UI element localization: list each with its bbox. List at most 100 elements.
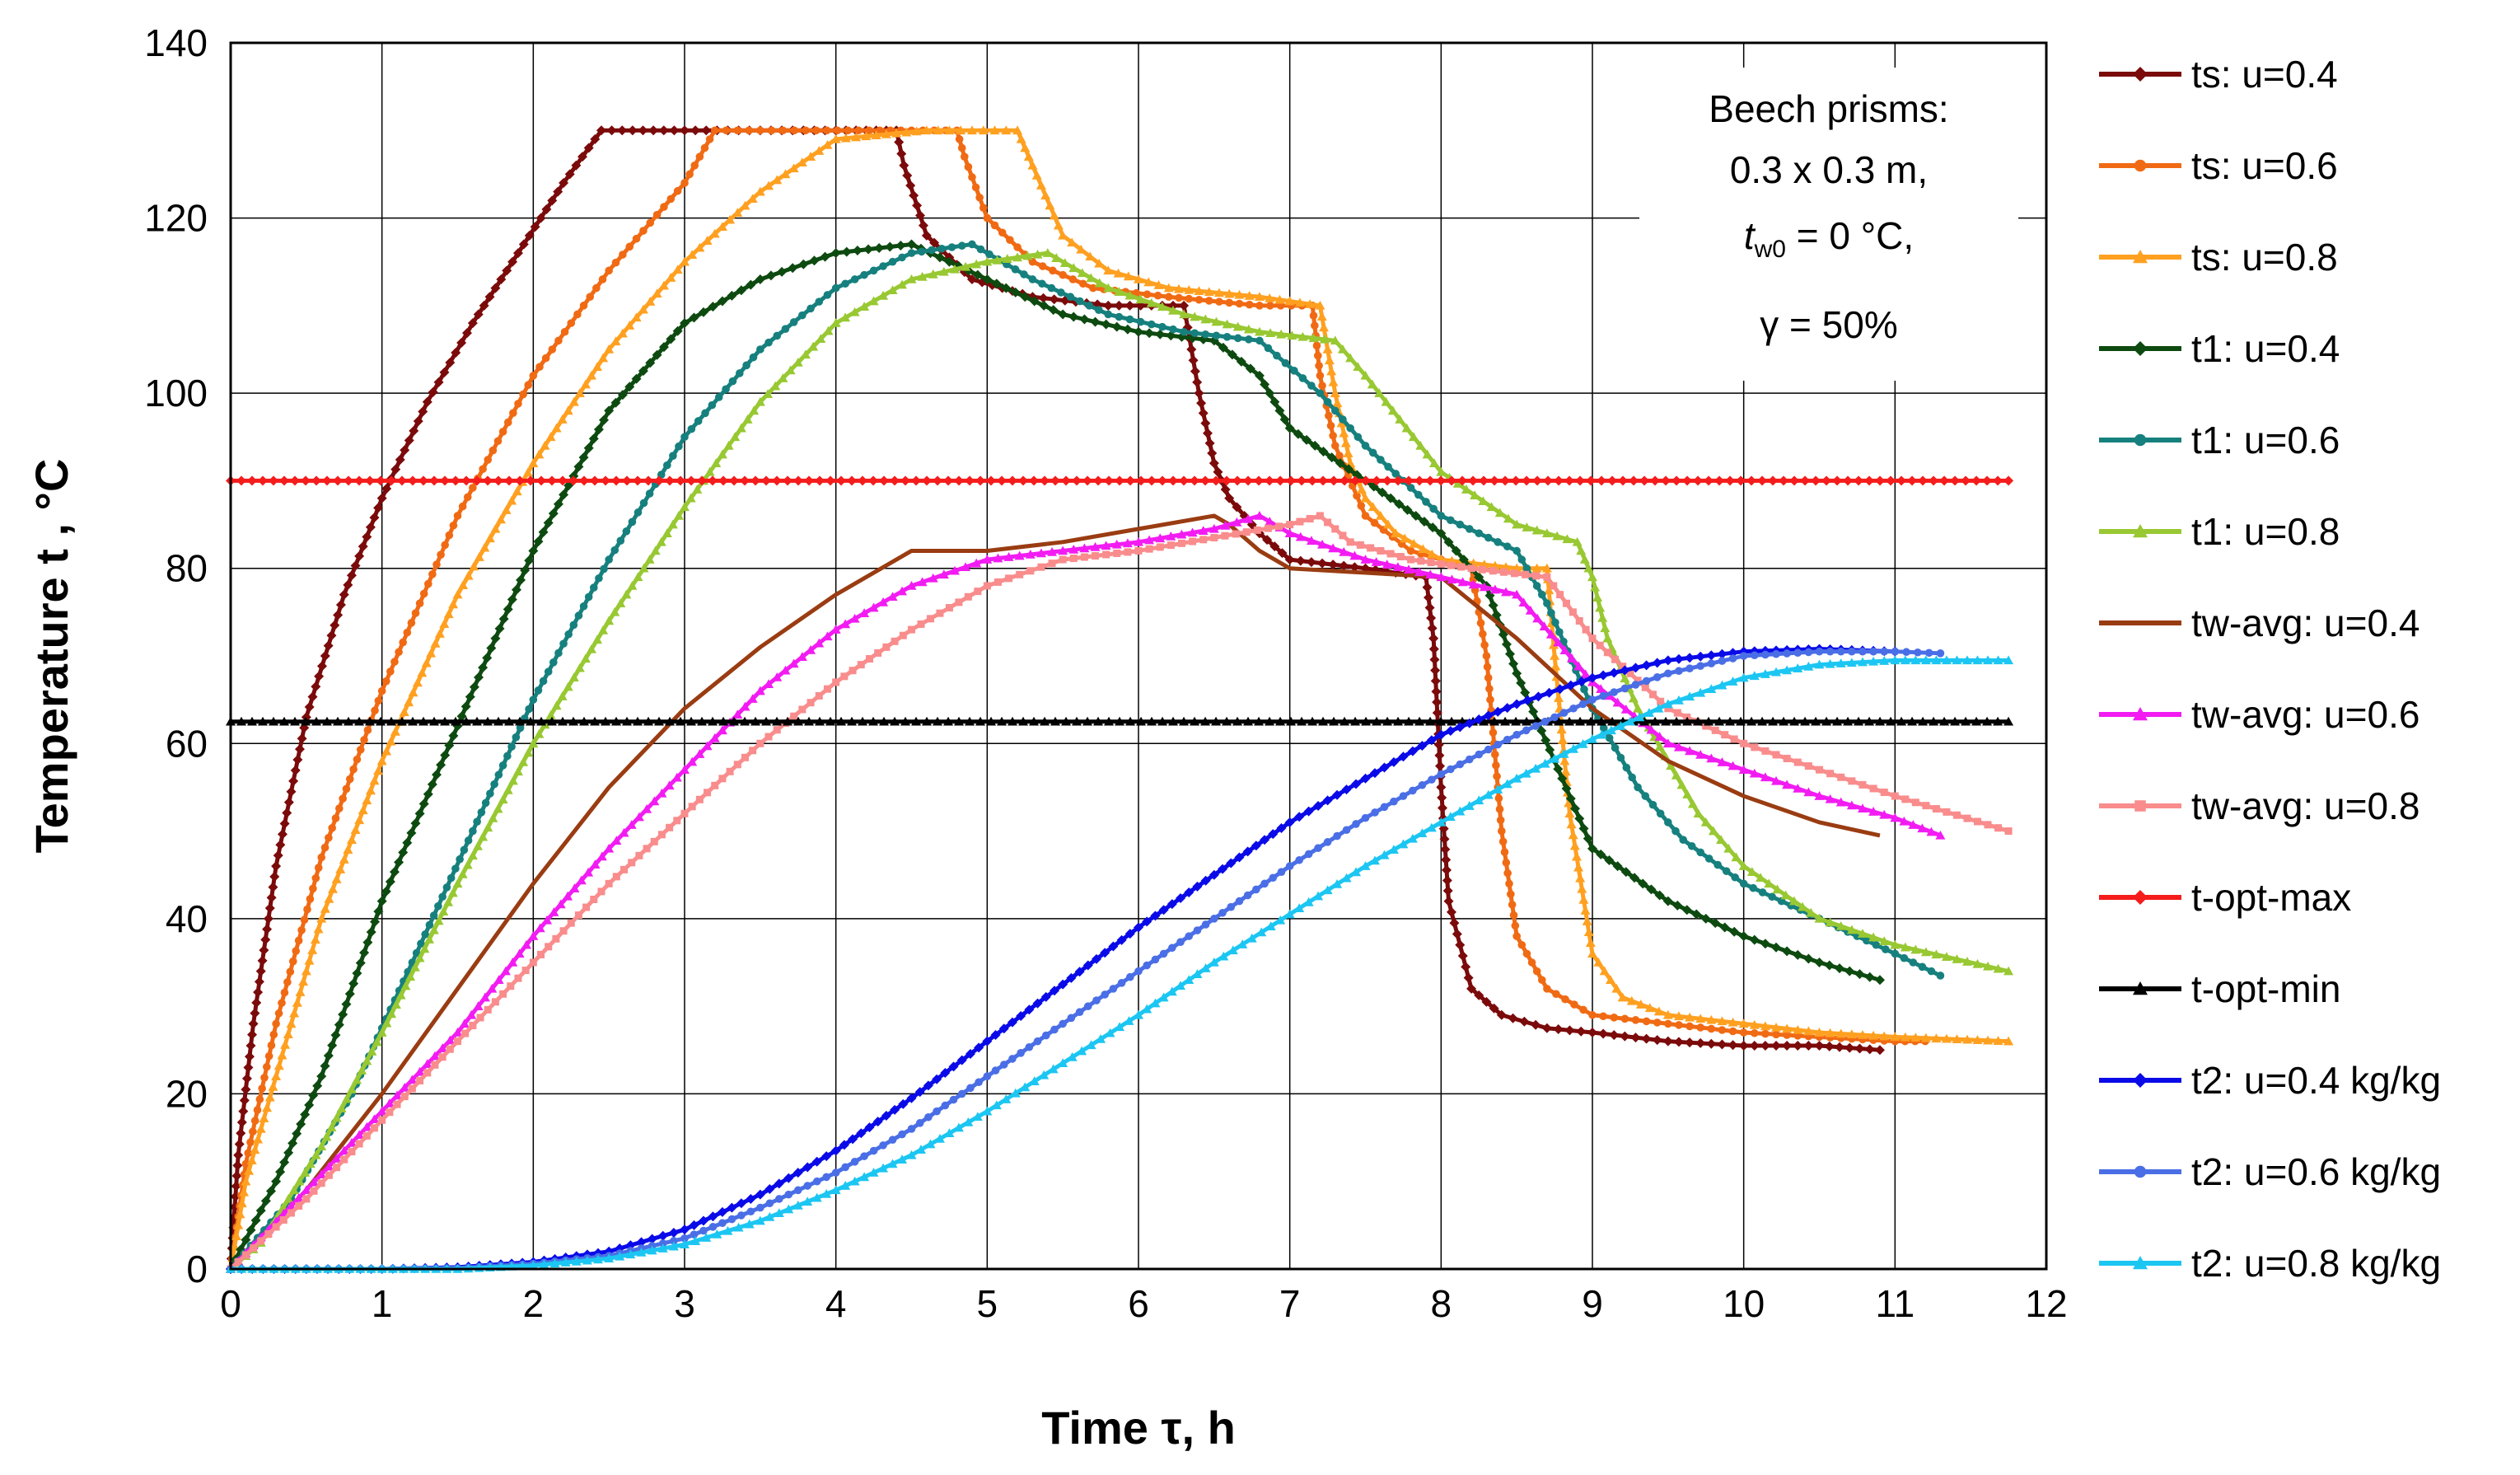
series-marker xyxy=(590,859,601,869)
series-marker xyxy=(1067,237,1078,247)
series-marker xyxy=(932,1074,942,1084)
series-marker xyxy=(840,312,851,322)
series-marker xyxy=(515,716,526,726)
series-marker xyxy=(1920,1032,1931,1042)
series-marker xyxy=(452,1028,463,1037)
series-marker xyxy=(708,400,717,410)
series-marker xyxy=(869,266,878,275)
series-marker xyxy=(1339,475,1350,486)
series-marker xyxy=(344,989,355,1000)
legend-label: ts: u=0.4 xyxy=(2191,53,2338,96)
series-marker xyxy=(1661,475,1671,486)
series-marker xyxy=(1354,433,1363,442)
series-marker xyxy=(1924,649,1933,658)
series-marker xyxy=(1198,408,1209,419)
series-marker xyxy=(1672,900,1683,911)
series-marker xyxy=(1685,1012,1695,1022)
series-marker xyxy=(340,1155,348,1164)
x-tick-label: 2 xyxy=(523,1282,545,1325)
series-marker xyxy=(362,795,372,805)
series-marker xyxy=(563,405,573,415)
series-marker xyxy=(1914,648,1922,657)
series-marker xyxy=(244,1165,255,1175)
series-marker xyxy=(443,897,454,906)
series-marker xyxy=(549,658,558,667)
series-marker xyxy=(1143,277,1154,287)
series-marker xyxy=(418,475,429,486)
series-marker xyxy=(1032,249,1043,259)
series-marker xyxy=(692,485,703,494)
series-marker xyxy=(1479,716,1489,726)
series-marker xyxy=(359,948,370,958)
series-marker xyxy=(1612,697,1623,707)
series-marker xyxy=(644,555,655,564)
series-marker xyxy=(1615,721,1626,730)
series-marker xyxy=(1974,817,1982,826)
series-marker xyxy=(1353,362,1363,372)
series-marker xyxy=(328,824,336,832)
series-marker xyxy=(344,716,354,726)
series-marker xyxy=(1620,1031,1630,1042)
series-marker xyxy=(1706,753,1717,763)
series-marker xyxy=(1671,826,1680,836)
series-marker xyxy=(1379,850,1390,859)
series-marker xyxy=(246,1138,255,1147)
series-marker xyxy=(1704,716,1714,726)
series-marker xyxy=(972,1112,983,1121)
series-marker xyxy=(938,266,949,276)
series-marker xyxy=(1254,370,1265,381)
legend-label: ts: u=0.6 xyxy=(2191,144,2338,187)
series-marker xyxy=(1008,1055,1017,1063)
series-marker xyxy=(493,475,504,486)
series-marker xyxy=(1124,1016,1134,1025)
series-marker xyxy=(1971,475,1982,486)
series-marker xyxy=(1429,654,1440,665)
series-marker xyxy=(1264,524,1272,532)
series-marker xyxy=(1864,972,1875,982)
series-marker xyxy=(1664,818,1672,826)
series-marker xyxy=(729,475,740,486)
series-marker xyxy=(592,362,603,372)
series-marker xyxy=(578,452,589,463)
series-marker xyxy=(1857,929,1868,938)
series-marker xyxy=(1664,669,1672,678)
series-marker xyxy=(1531,763,1541,773)
series-marker xyxy=(1834,1042,1844,1052)
series-marker xyxy=(1200,963,1211,972)
series-marker xyxy=(260,1196,271,1206)
series-marker xyxy=(689,312,699,323)
series-marker xyxy=(1319,334,1330,344)
series-marker xyxy=(507,256,518,267)
series-marker xyxy=(1485,685,1494,693)
series-marker xyxy=(1857,1030,1868,1039)
series-marker xyxy=(1717,680,1728,690)
series-marker xyxy=(1662,738,1673,748)
series-marker xyxy=(1192,969,1203,978)
series-marker xyxy=(507,495,517,505)
series-marker xyxy=(647,1245,657,1255)
series-marker xyxy=(1503,513,1513,523)
series-marker xyxy=(1134,546,1143,555)
series-marker xyxy=(1587,1028,1597,1038)
series-marker xyxy=(1111,321,1122,332)
series-marker xyxy=(599,414,610,425)
series-marker xyxy=(1511,475,1522,486)
series-marker xyxy=(386,1009,397,1018)
series-marker xyxy=(812,1177,821,1186)
series-marker xyxy=(1328,560,1339,570)
series-marker xyxy=(1243,513,1254,523)
series-marker xyxy=(1050,716,1061,726)
series-marker xyxy=(948,1061,959,1072)
series-marker xyxy=(912,200,923,211)
series-marker xyxy=(1843,716,1854,726)
series-marker xyxy=(437,550,445,559)
series-marker xyxy=(1722,867,1731,875)
series-marker xyxy=(1317,558,1328,569)
series-marker xyxy=(547,716,558,726)
series-marker xyxy=(459,1018,470,1028)
series-4 xyxy=(226,239,1885,1274)
series-marker xyxy=(1695,651,1706,662)
series-marker xyxy=(687,756,698,766)
series-marker xyxy=(1821,716,1832,726)
series-marker xyxy=(971,183,980,192)
